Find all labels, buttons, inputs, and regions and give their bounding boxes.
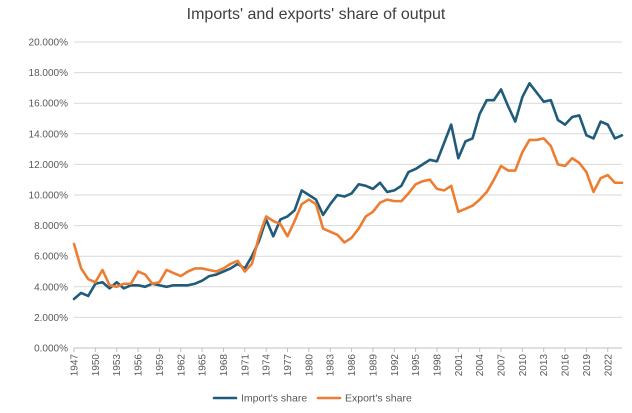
series-lines: [72, 82, 624, 301]
y-tick-label: 8.000%: [34, 221, 68, 232]
x-tick-label: 1989: [368, 354, 379, 377]
x-tick-label: 1956: [134, 354, 145, 377]
x-tick-label: 2007: [497, 354, 508, 377]
x-tick-label: 1980: [304, 354, 315, 377]
legend-label: Export's share: [345, 393, 412, 405]
y-tick-label: 14.000%: [29, 129, 69, 140]
x-tick-label: 1983: [326, 354, 337, 377]
imports-series-line: [72, 82, 624, 301]
y-tick-label: 0.000%: [34, 344, 68, 355]
legend-label: Import's share: [241, 393, 307, 405]
y-tick-label: 4.000%: [34, 282, 68, 293]
x-tick-label: 1950: [91, 354, 102, 377]
y-tick-label: 6.000%: [34, 252, 68, 263]
x-tick-label: 1986: [347, 354, 358, 377]
x-tick-label: 2001: [454, 354, 465, 377]
x-tick-label: 1995: [411, 354, 422, 377]
x-tick-label: 2013: [539, 354, 550, 377]
x-tick-label: 1962: [176, 354, 187, 377]
x-tick-label: 1968: [219, 354, 230, 377]
x-tick-label: 1947: [70, 354, 81, 377]
y-tick-label: 2.000%: [34, 313, 68, 324]
exports-series-line: [72, 137, 624, 289]
y-tick-label: 16.000%: [29, 99, 69, 110]
x-tick-label: 2019: [582, 354, 593, 377]
x-tick-label: 2010: [518, 354, 529, 377]
chart-title: Imports' and exports' share of output: [186, 6, 446, 23]
x-tick-label: 2016: [561, 354, 572, 377]
axes: 0.000% 2.000% 4.000% 6.000% 8.000% 10.000% 12.…: [29, 38, 615, 377]
y-tick-label: 20.000%: [29, 38, 69, 49]
y-tick-label: 10.000%: [29, 191, 69, 202]
x-tick-label: 1977: [283, 354, 294, 377]
x-tick-label: 2022: [603, 354, 614, 377]
legend: Import's share Export's share: [212, 393, 412, 405]
x-tick-label: 1992: [390, 354, 401, 377]
y-tick-label: 12.000%: [29, 160, 69, 171]
x-tick-label: 1974: [262, 354, 273, 377]
x-tick-label: 1971: [240, 354, 251, 377]
x-tick-label: 1959: [155, 354, 166, 377]
x-tick-label: 1998: [432, 354, 443, 377]
x-tick-label: 1953: [112, 354, 123, 377]
gridlines: [74, 41, 622, 349]
x-tick-label: 1965: [198, 354, 209, 377]
y-tick-label: 18.000%: [29, 68, 69, 79]
x-tick-label: 2004: [475, 354, 486, 377]
